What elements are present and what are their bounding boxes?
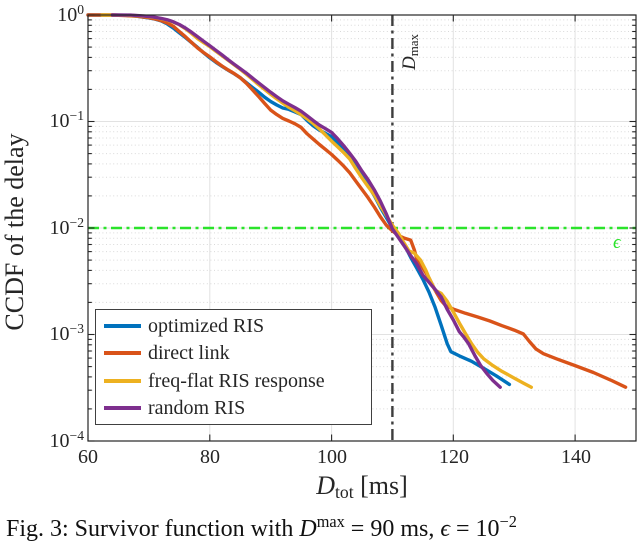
- x-tick-label-60: 60: [78, 446, 98, 468]
- y-tick-label-1e-3: 10−3: [49, 320, 84, 345]
- y-tick-label-1e-2: 10−2: [49, 214, 84, 239]
- epsilon-annotation: ϵ: [613, 232, 621, 253]
- legend-item-random-ris: random RIS: [104, 397, 371, 419]
- y-tick-label-1e0: 100: [57, 1, 84, 26]
- x-tick-label-80: 80: [200, 446, 220, 468]
- tick-marks: [87, 14, 636, 442]
- legend-label: optimized RIS: [148, 315, 265, 338]
- legend: optimized RIS direct link freq-flat RIS …: [95, 309, 372, 425]
- data-series: [86, 13, 628, 389]
- legend-line-sample-optimized-ris: [104, 324, 141, 329]
- curve-direct-link: [86, 13, 628, 389]
- x-axis-label: Dtot [ms]: [316, 471, 408, 503]
- legend-line-sample-direct-link: [104, 351, 141, 356]
- x-tick-label-100: 100: [317, 446, 347, 468]
- y-tick-label-1e-1: 10−1: [49, 107, 84, 132]
- y-axis-label: CCDF of the delay: [0, 133, 29, 331]
- legend-item-freq-flat-ris: freq-flat RIS response: [104, 370, 371, 392]
- x-tick-label-120: 120: [439, 446, 469, 468]
- x-tick-label-140: 140: [561, 446, 591, 468]
- legend-item-direct-link: direct link: [104, 342, 371, 364]
- dmax-annotation: Dmax: [399, 34, 422, 70]
- curve-random-ris: [110, 13, 502, 389]
- figure-caption: Fig. 3: Survivor function with Dmax = 90…: [6, 512, 517, 542]
- legend-item-optimized-ris: optimized RIS: [104, 315, 371, 337]
- legend-label: direct link: [148, 342, 230, 365]
- legend-label: freq-flat RIS response: [148, 369, 325, 392]
- legend-line-sample-freq-flat-ris: [104, 378, 141, 383]
- legend-line-sample-random-ris: [104, 405, 141, 410]
- legend-label: random RIS: [148, 396, 246, 419]
- y-tick-label-1e-4: 10−4: [49, 427, 84, 452]
